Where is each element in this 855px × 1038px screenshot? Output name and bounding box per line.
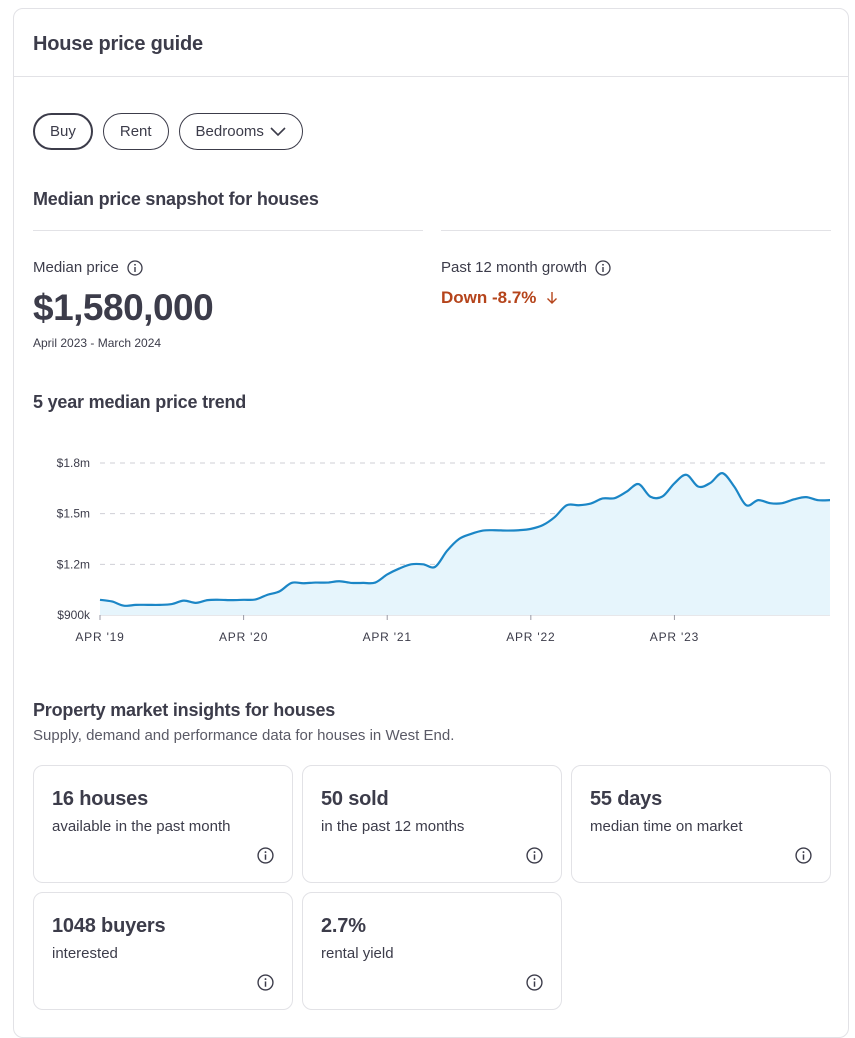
tile-description: rental yield [321, 945, 394, 962]
info-icon[interactable] [526, 847, 543, 864]
tile-value: 16 houses [52, 788, 149, 810]
growth-value-text: Down -8.7% [441, 288, 537, 307]
house-price-guide-card: House price guide Buy Rent Bedrooms Medi… [13, 8, 849, 1038]
insight-tile: 50 sold in the past 12 months [302, 765, 562, 883]
arrow-down-icon [547, 292, 558, 304]
insight-tile: 55 days median time on market [571, 765, 831, 883]
price-trend-chart: $1.8m $1.5m $1.2m $900k APR '19 APR '20 APR '2… [57, 456, 831, 644]
info-icon[interactable] [127, 259, 143, 276]
x-tick-label: APR '22 [506, 630, 555, 644]
buy-chip-label: Buy [50, 123, 76, 140]
filter-chips: Buy Rent Bedrooms [33, 113, 303, 150]
growth-value: Down -8.7% [441, 288, 558, 308]
info-icon[interactable] [595, 259, 611, 276]
tile-value: 50 sold [321, 788, 389, 810]
rent-chip-label: Rent [119, 123, 152, 140]
x-tick-label: APR '19 [75, 630, 124, 644]
bedrooms-label: Bedrooms [195, 123, 264, 140]
y-tick-label: $1.8m [57, 456, 90, 470]
tile-description: in the past 12 months [321, 818, 465, 835]
tile-description: available in the past month [52, 818, 231, 835]
x-tick-label: APR '23 [650, 630, 699, 644]
insight-tile: 16 houses available in the past month [33, 765, 293, 883]
tile-value: 2.7% [321, 915, 366, 937]
info-icon[interactable] [795, 847, 812, 864]
insights-title: Property market insights for houses [33, 700, 336, 720]
trend-title: 5 year median price trend [33, 392, 247, 412]
insights-subtitle: Supply, demand and performance data for … [33, 727, 455, 744]
insight-tile: 2.7% rental yield [302, 892, 562, 1010]
tile-value: 55 days [590, 788, 662, 810]
info-icon[interactable] [526, 974, 543, 991]
rent-chip[interactable]: Rent [102, 113, 169, 150]
median-price-label-text: Median price [33, 259, 119, 276]
x-tick-label: APR '20 [219, 630, 268, 644]
x-tick-label: APR '21 [363, 630, 412, 644]
info-icon[interactable] [257, 974, 274, 991]
y-tick-label: $900k [57, 608, 91, 622]
chevron-down-icon [270, 126, 286, 136]
snapshot-title: Median price snapshot for houses [33, 189, 319, 209]
buy-chip[interactable]: Buy [33, 113, 93, 150]
divider [441, 230, 831, 231]
median-price-value: $1,580,000 [33, 287, 214, 328]
bedrooms-dropdown[interactable]: Bedrooms [178, 113, 303, 150]
growth-label: Past 12 month growth [441, 259, 611, 276]
median-price-label: Median price [33, 259, 143, 276]
divider [33, 230, 423, 231]
y-tick-label: $1.2m [57, 557, 90, 571]
card-title: House price guide [33, 33, 203, 55]
tile-value: 1048 buyers [52, 915, 166, 937]
tile-description: median time on market [590, 818, 743, 835]
date-range: April 2023 - March 2024 [33, 336, 162, 350]
info-icon[interactable] [257, 847, 274, 864]
card-header: House price guide [14, 9, 848, 77]
growth-label-text: Past 12 month growth [441, 259, 587, 276]
tile-description: interested [52, 945, 118, 962]
insight-tile: 1048 buyers interested [33, 892, 293, 1010]
series-line [99, 472, 831, 607]
area-fill [100, 473, 830, 615]
y-tick-label: $1.5m [57, 507, 90, 521]
